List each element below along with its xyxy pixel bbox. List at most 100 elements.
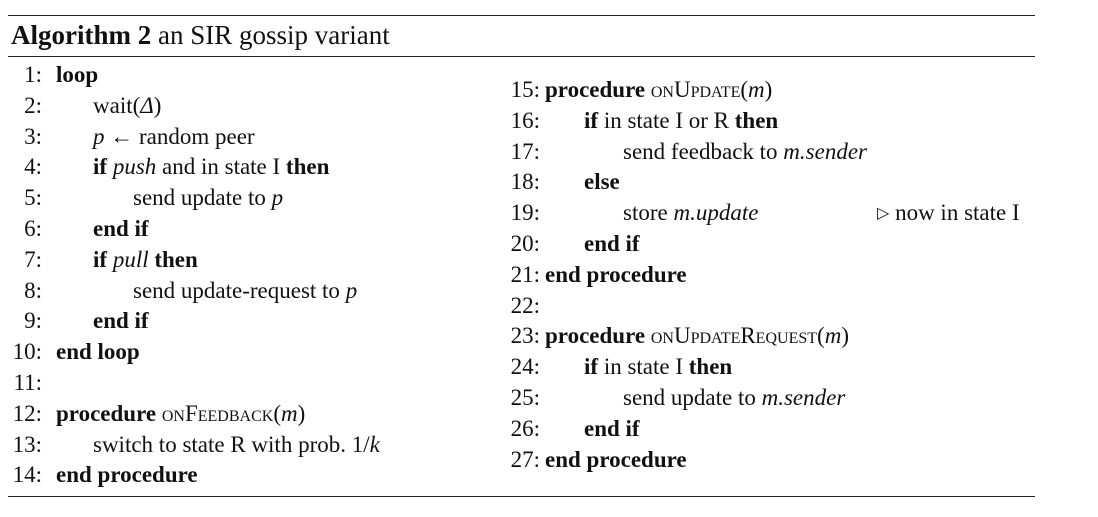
code-text: switch to state R with prob. 1/ — [93, 431, 370, 457]
algorithm-line: 27: end procedure — [500, 445, 687, 475]
line-number: 17: — [510, 138, 540, 164]
line-number: 27: — [510, 446, 540, 472]
line-code: end procedure — [56, 460, 198, 490]
keyword: if — [93, 246, 113, 272]
math-variable: p — [345, 277, 358, 303]
line-number: 20: — [510, 231, 540, 256]
keyword: end loop — [56, 339, 140, 365]
keyword: if — [584, 107, 599, 133]
keyword: procedure — [545, 77, 651, 102]
math-variable: push — [112, 154, 157, 180]
line-number: 18: — [510, 169, 540, 195]
line-code: switch to state R with prob. 1/k — [93, 430, 380, 460]
algorithm-caption: an SIR gossip variant — [157, 20, 390, 50]
line-code: end if — [584, 414, 640, 444]
line-number: 3: — [24, 123, 42, 149]
algorithm-label: Algorithm 2 — [11, 20, 152, 50]
line-number: 25: — [510, 385, 540, 410]
comment-text: now in state I — [895, 200, 1020, 226]
line-code: end if — [584, 229, 640, 259]
line-number: 22: — [510, 292, 540, 318]
code-text: ( — [273, 400, 281, 426]
line-number: 7: — [24, 246, 42, 272]
keyword: end procedure — [545, 446, 687, 472]
line-number: 5: — [24, 185, 42, 211]
code-text: store — [623, 200, 674, 226]
keyword: then — [688, 354, 733, 380]
code-text: send update-request to — [133, 277, 346, 303]
keyword: end procedure — [56, 462, 198, 488]
line-code: p ← random peer — [93, 122, 255, 152]
line-comment: ▷ now in state I — [877, 198, 1020, 229]
algorithm-line: 12: procedure onFeedback(m) — [0, 399, 306, 429]
algorithm-line: 8: send update-request to p — [0, 276, 357, 306]
algorithm-line: 1: loop — [0, 60, 98, 90]
line-number: 23: — [510, 323, 540, 349]
algorithm-line: 7: if pull then — [0, 245, 198, 275]
algorithm-line: 5: send update to p — [0, 183, 283, 213]
header-rule — [8, 56, 1035, 57]
algorithm-line: 4: if push and in state I then — [0, 152, 329, 182]
line-number: 8: — [24, 277, 42, 303]
algorithm-line: 16: if in state I or R then — [500, 106, 779, 136]
line-code: if push and in state I then — [93, 152, 329, 182]
algorithm-line: 18: else — [500, 167, 620, 197]
procedure-name: onUpdateRequest — [650, 323, 818, 349]
keyword: procedure — [56, 400, 162, 426]
procedure-name: onFeedback — [161, 400, 274, 426]
keyword: end procedure — [545, 261, 687, 287]
code-text: ) — [297, 400, 306, 426]
keyword: end if — [584, 415, 640, 441]
line-code: store m.update — [623, 198, 758, 228]
keyword: then — [148, 246, 198, 272]
line-number: 26: — [510, 415, 540, 441]
keyword: end if — [93, 216, 149, 241]
algorithm-line: 25: send update to m.sender — [500, 383, 846, 413]
keyword: end if — [584, 231, 640, 256]
line-number: 21: — [510, 261, 540, 287]
math-variable: Δ — [140, 92, 154, 118]
line-code: end if — [93, 306, 149, 336]
line-number: 14: — [12, 462, 42, 488]
algorithm-line: 26: end if — [500, 414, 640, 444]
line-code: end procedure — [545, 260, 687, 290]
code-text: send feedback to — [623, 138, 784, 164]
line-code: send update-request to p — [133, 276, 357, 306]
line-code: send update to m.sender — [623, 383, 845, 413]
code-text: in state I or R — [598, 107, 735, 133]
algorithm-line: 15: procedure onUpdate(m) — [500, 75, 773, 105]
procedure-name: onUpdate — [650, 77, 741, 102]
algorithm-line: 23: procedure onUpdateRequest(m) — [500, 321, 849, 351]
algorithm-line: 2: wait(Δ) — [0, 91, 161, 121]
line-number: 11: — [13, 370, 42, 395]
algorithm-line: 3: p ← random peer — [0, 122, 254, 152]
line-code: procedure onFeedback(m) — [56, 399, 305, 429]
math-variable: m — [280, 400, 298, 426]
keyword: procedure — [545, 323, 651, 349]
line-number: 24: — [510, 354, 540, 380]
math-variable: p — [271, 185, 284, 211]
keyword: else — [584, 169, 620, 195]
algorithm-line: 24: if in state I then — [500, 352, 733, 382]
line-number: 10: — [12, 339, 42, 365]
keyword: if — [93, 154, 113, 180]
algorithm-line: 22: — [500, 291, 540, 321]
math-variable: k — [369, 431, 380, 457]
line-code: if pull then — [93, 245, 198, 275]
code-text: ( — [740, 77, 749, 102]
algorithm-line: 9: end if — [0, 306, 148, 336]
keyword: loop — [56, 62, 99, 87]
keyword: if — [584, 354, 599, 380]
math-variable: m.sender — [761, 385, 846, 410]
line-code: send update to p — [133, 183, 283, 213]
math-variable: p — [93, 123, 105, 149]
math-variable: m — [824, 323, 842, 349]
line-code: procedure onUpdateRequest(m) — [545, 321, 849, 351]
line-code: else — [584, 167, 620, 197]
algorithm-line: 6: end if — [0, 214, 148, 244]
line-number: 2: — [24, 92, 42, 118]
line-code: wait(Δ) — [93, 91, 161, 121]
algorithm-line: 20: end if — [500, 229, 640, 259]
line-code: if in state I or R then — [584, 106, 778, 136]
code-text: wait( — [93, 92, 141, 118]
